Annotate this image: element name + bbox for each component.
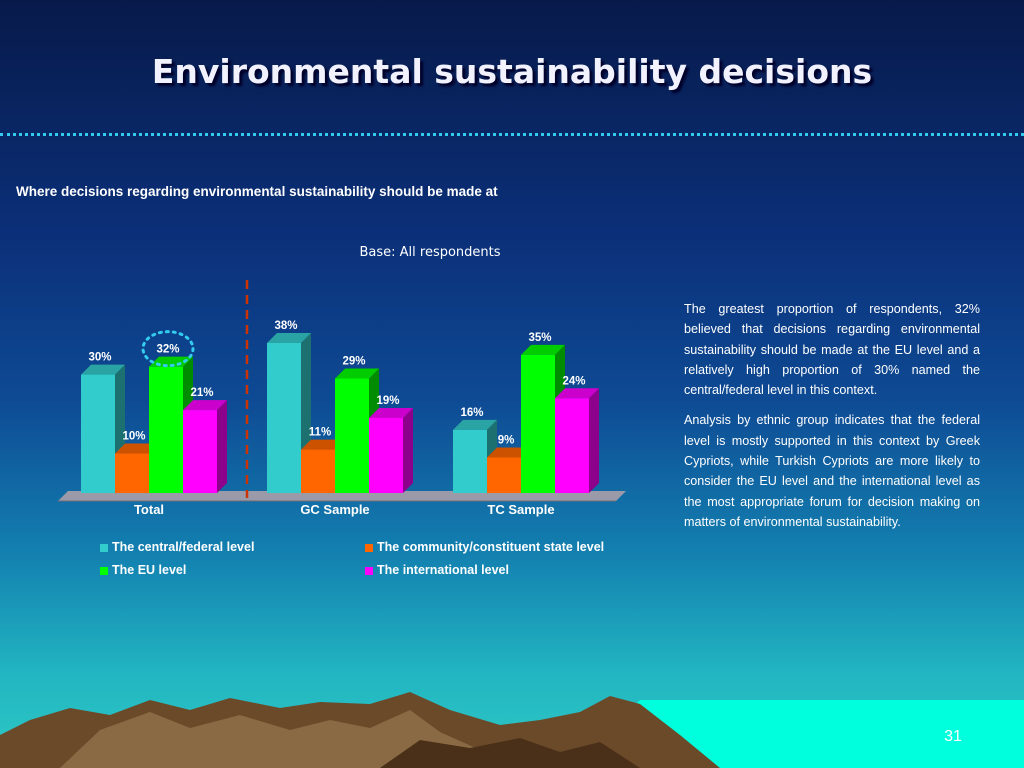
- bar: [301, 449, 335, 493]
- bar-side: [217, 400, 227, 493]
- legend-swatch: [365, 566, 373, 575]
- bar: [521, 354, 555, 493]
- slide-title: Environmental sustainability decisions: [151, 52, 873, 91]
- legend-label: The community/constituent state level: [377, 540, 605, 554]
- chart-floor: [58, 491, 626, 501]
- legend-item-international: The international level: [365, 563, 509, 577]
- data-label: 9%: [498, 434, 515, 446]
- bar: [183, 410, 217, 493]
- data-label: 38%: [274, 320, 297, 332]
- legend-item-central: The central/federal level: [100, 540, 254, 554]
- legend-item-community: The community/constituent state level: [365, 540, 604, 554]
- category-label: TC Sample: [487, 502, 554, 517]
- legend-swatch: [365, 543, 373, 552]
- bar: [487, 457, 521, 493]
- legend-label: The central/federal level: [112, 540, 255, 554]
- bar-top: [267, 333, 311, 343]
- data-label: 10%: [122, 431, 145, 443]
- bar: [81, 374, 115, 493]
- bar-top: [521, 344, 565, 355]
- bar-top: [453, 419, 497, 430]
- bar-top: [369, 408, 413, 418]
- dotted-divider: [0, 133, 1024, 136]
- base-note: Base: All respondents: [359, 245, 501, 260]
- bar: [149, 366, 183, 493]
- bar: [335, 378, 369, 493]
- legend-swatch: [100, 566, 108, 575]
- commentary-paragraph: The greatest proportion of respondents, …: [684, 302, 980, 398]
- data-label: 11%: [309, 427, 331, 439]
- data-label: 19%: [376, 395, 399, 407]
- bar-top: [487, 447, 531, 458]
- legend-swatch: [100, 543, 108, 552]
- highlight-circle: [141, 330, 195, 368]
- bar: [267, 343, 301, 493]
- legend-label: The international level: [377, 563, 509, 577]
- bar-top: [301, 439, 345, 450]
- bar: [453, 429, 487, 493]
- bar: [555, 398, 589, 493]
- bar-top: [183, 400, 227, 411]
- page-number: 31: [944, 728, 962, 745]
- chart-subtitle: Where decisions regarding environmental …: [16, 184, 498, 199]
- data-label: 35%: [528, 332, 551, 344]
- legend-label: The EU level: [112, 563, 187, 577]
- data-label: 32%: [156, 344, 179, 356]
- data-label: 30%: [88, 352, 111, 364]
- data-label: 24%: [562, 375, 585, 387]
- bar-chart: 30% 10% 32% 21% Total 38% 11% 29% 19% GC Sample 16…: [58, 280, 626, 517]
- bar-top: [81, 364, 125, 375]
- mountain-landscape: [0, 692, 1024, 768]
- bar-top: [335, 368, 379, 379]
- bar-top: [555, 388, 599, 399]
- bar-top: [115, 443, 159, 454]
- commentary-paragraph: Analysis by ethnic group indicates that …: [684, 413, 980, 529]
- category-label: Total: [134, 502, 164, 517]
- data-label: 29%: [342, 356, 365, 368]
- data-label: 21%: [190, 387, 213, 399]
- bar: [369, 418, 403, 493]
- bar: [115, 453, 149, 493]
- legend-item-eu: The EU level: [100, 563, 186, 577]
- bar-side: [589, 388, 599, 493]
- bar-side: [403, 408, 413, 493]
- commentary-text: The greatest proportion of respondents, …: [684, 299, 980, 542]
- data-label: 16%: [460, 407, 483, 419]
- category-label: GC Sample: [300, 502, 369, 517]
